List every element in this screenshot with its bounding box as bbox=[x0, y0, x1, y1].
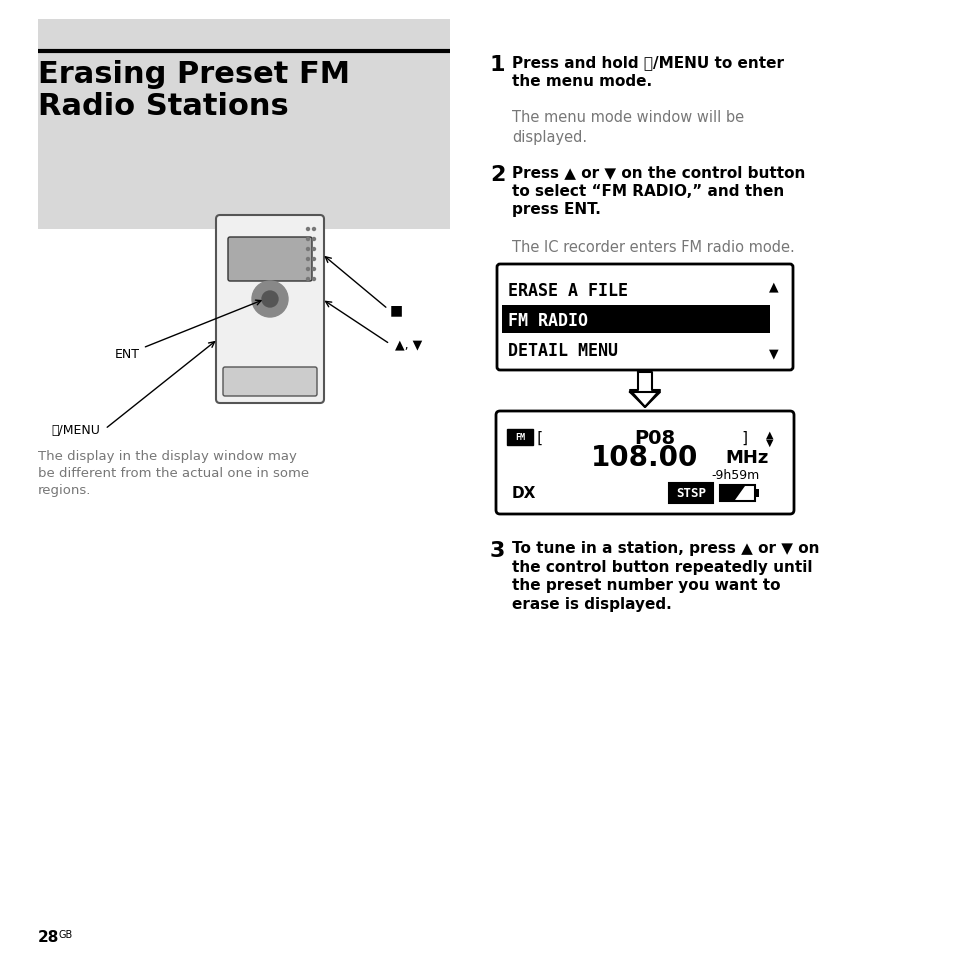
Text: Erasing Preset FM
Radio Stations: Erasing Preset FM Radio Stations bbox=[38, 60, 350, 121]
Text: 2: 2 bbox=[490, 165, 505, 185]
FancyBboxPatch shape bbox=[754, 490, 759, 497]
Circle shape bbox=[313, 248, 315, 252]
Text: ENT: ENT bbox=[115, 301, 261, 361]
Text: Press ▲ or ▼ on the control button
to select “FM RADIO,” and then
press ENT.: Press ▲ or ▼ on the control button to se… bbox=[512, 165, 804, 217]
Circle shape bbox=[313, 258, 315, 261]
Text: 3: 3 bbox=[490, 540, 505, 560]
Circle shape bbox=[252, 282, 288, 317]
Text: ▲: ▲ bbox=[765, 430, 773, 439]
Text: 108.00: 108.00 bbox=[591, 443, 698, 472]
Text: The display in the display window may
be different from the actual one in some
r: The display in the display window may be… bbox=[38, 450, 309, 497]
Text: DETAIL MENU: DETAIL MENU bbox=[507, 341, 618, 359]
Text: 1: 1 bbox=[490, 55, 505, 75]
Circle shape bbox=[306, 278, 309, 281]
Text: Press and hold Ⓥ/MENU to enter
the menu mode.: Press and hold Ⓥ/MENU to enter the menu … bbox=[512, 55, 783, 89]
Text: To tune in a station, press ▲ or ▼ on
the control button repeatedly until
the pr: To tune in a station, press ▲ or ▼ on th… bbox=[512, 540, 819, 611]
Circle shape bbox=[306, 238, 309, 241]
Circle shape bbox=[313, 229, 315, 232]
Text: FM RADIO: FM RADIO bbox=[507, 312, 587, 330]
Text: ▼: ▼ bbox=[765, 437, 773, 448]
Text: ■: ■ bbox=[390, 303, 403, 316]
Circle shape bbox=[306, 229, 309, 232]
Text: ERASE A FILE: ERASE A FILE bbox=[507, 282, 627, 299]
Text: ▼: ▼ bbox=[768, 347, 778, 359]
Polygon shape bbox=[629, 373, 659, 408]
Text: The IC recorder enters FM radio mode.: The IC recorder enters FM radio mode. bbox=[512, 240, 794, 254]
Circle shape bbox=[306, 248, 309, 252]
Circle shape bbox=[262, 292, 277, 308]
Text: ▲, ▼: ▲, ▼ bbox=[395, 338, 422, 351]
Circle shape bbox=[313, 268, 315, 272]
Circle shape bbox=[313, 278, 315, 281]
Text: -9h59m: -9h59m bbox=[711, 469, 760, 482]
Text: GB: GB bbox=[58, 929, 72, 939]
FancyBboxPatch shape bbox=[506, 430, 533, 446]
Text: FM: FM bbox=[515, 433, 524, 442]
Text: STSP: STSP bbox=[676, 487, 705, 500]
FancyBboxPatch shape bbox=[223, 368, 316, 396]
Text: P08: P08 bbox=[634, 428, 675, 447]
Text: Ⓥ/MENU: Ⓥ/MENU bbox=[51, 423, 100, 436]
FancyBboxPatch shape bbox=[501, 306, 769, 334]
FancyBboxPatch shape bbox=[38, 20, 450, 230]
FancyBboxPatch shape bbox=[668, 483, 712, 503]
Polygon shape bbox=[720, 486, 744, 500]
FancyBboxPatch shape bbox=[496, 412, 793, 515]
Text: DX: DX bbox=[512, 486, 536, 501]
FancyBboxPatch shape bbox=[720, 485, 754, 501]
FancyBboxPatch shape bbox=[497, 265, 792, 371]
Text: MHz: MHz bbox=[724, 449, 767, 467]
Polygon shape bbox=[629, 393, 659, 408]
FancyBboxPatch shape bbox=[215, 215, 324, 403]
Circle shape bbox=[313, 238, 315, 241]
Text: The menu mode window will be
displayed.: The menu mode window will be displayed. bbox=[512, 110, 743, 145]
Text: ]: ] bbox=[740, 430, 748, 445]
Text: 28: 28 bbox=[38, 929, 59, 944]
Text: [: [ bbox=[535, 430, 543, 445]
FancyBboxPatch shape bbox=[228, 237, 312, 282]
Circle shape bbox=[306, 268, 309, 272]
Text: ▲: ▲ bbox=[768, 280, 778, 293]
Circle shape bbox=[306, 258, 309, 261]
